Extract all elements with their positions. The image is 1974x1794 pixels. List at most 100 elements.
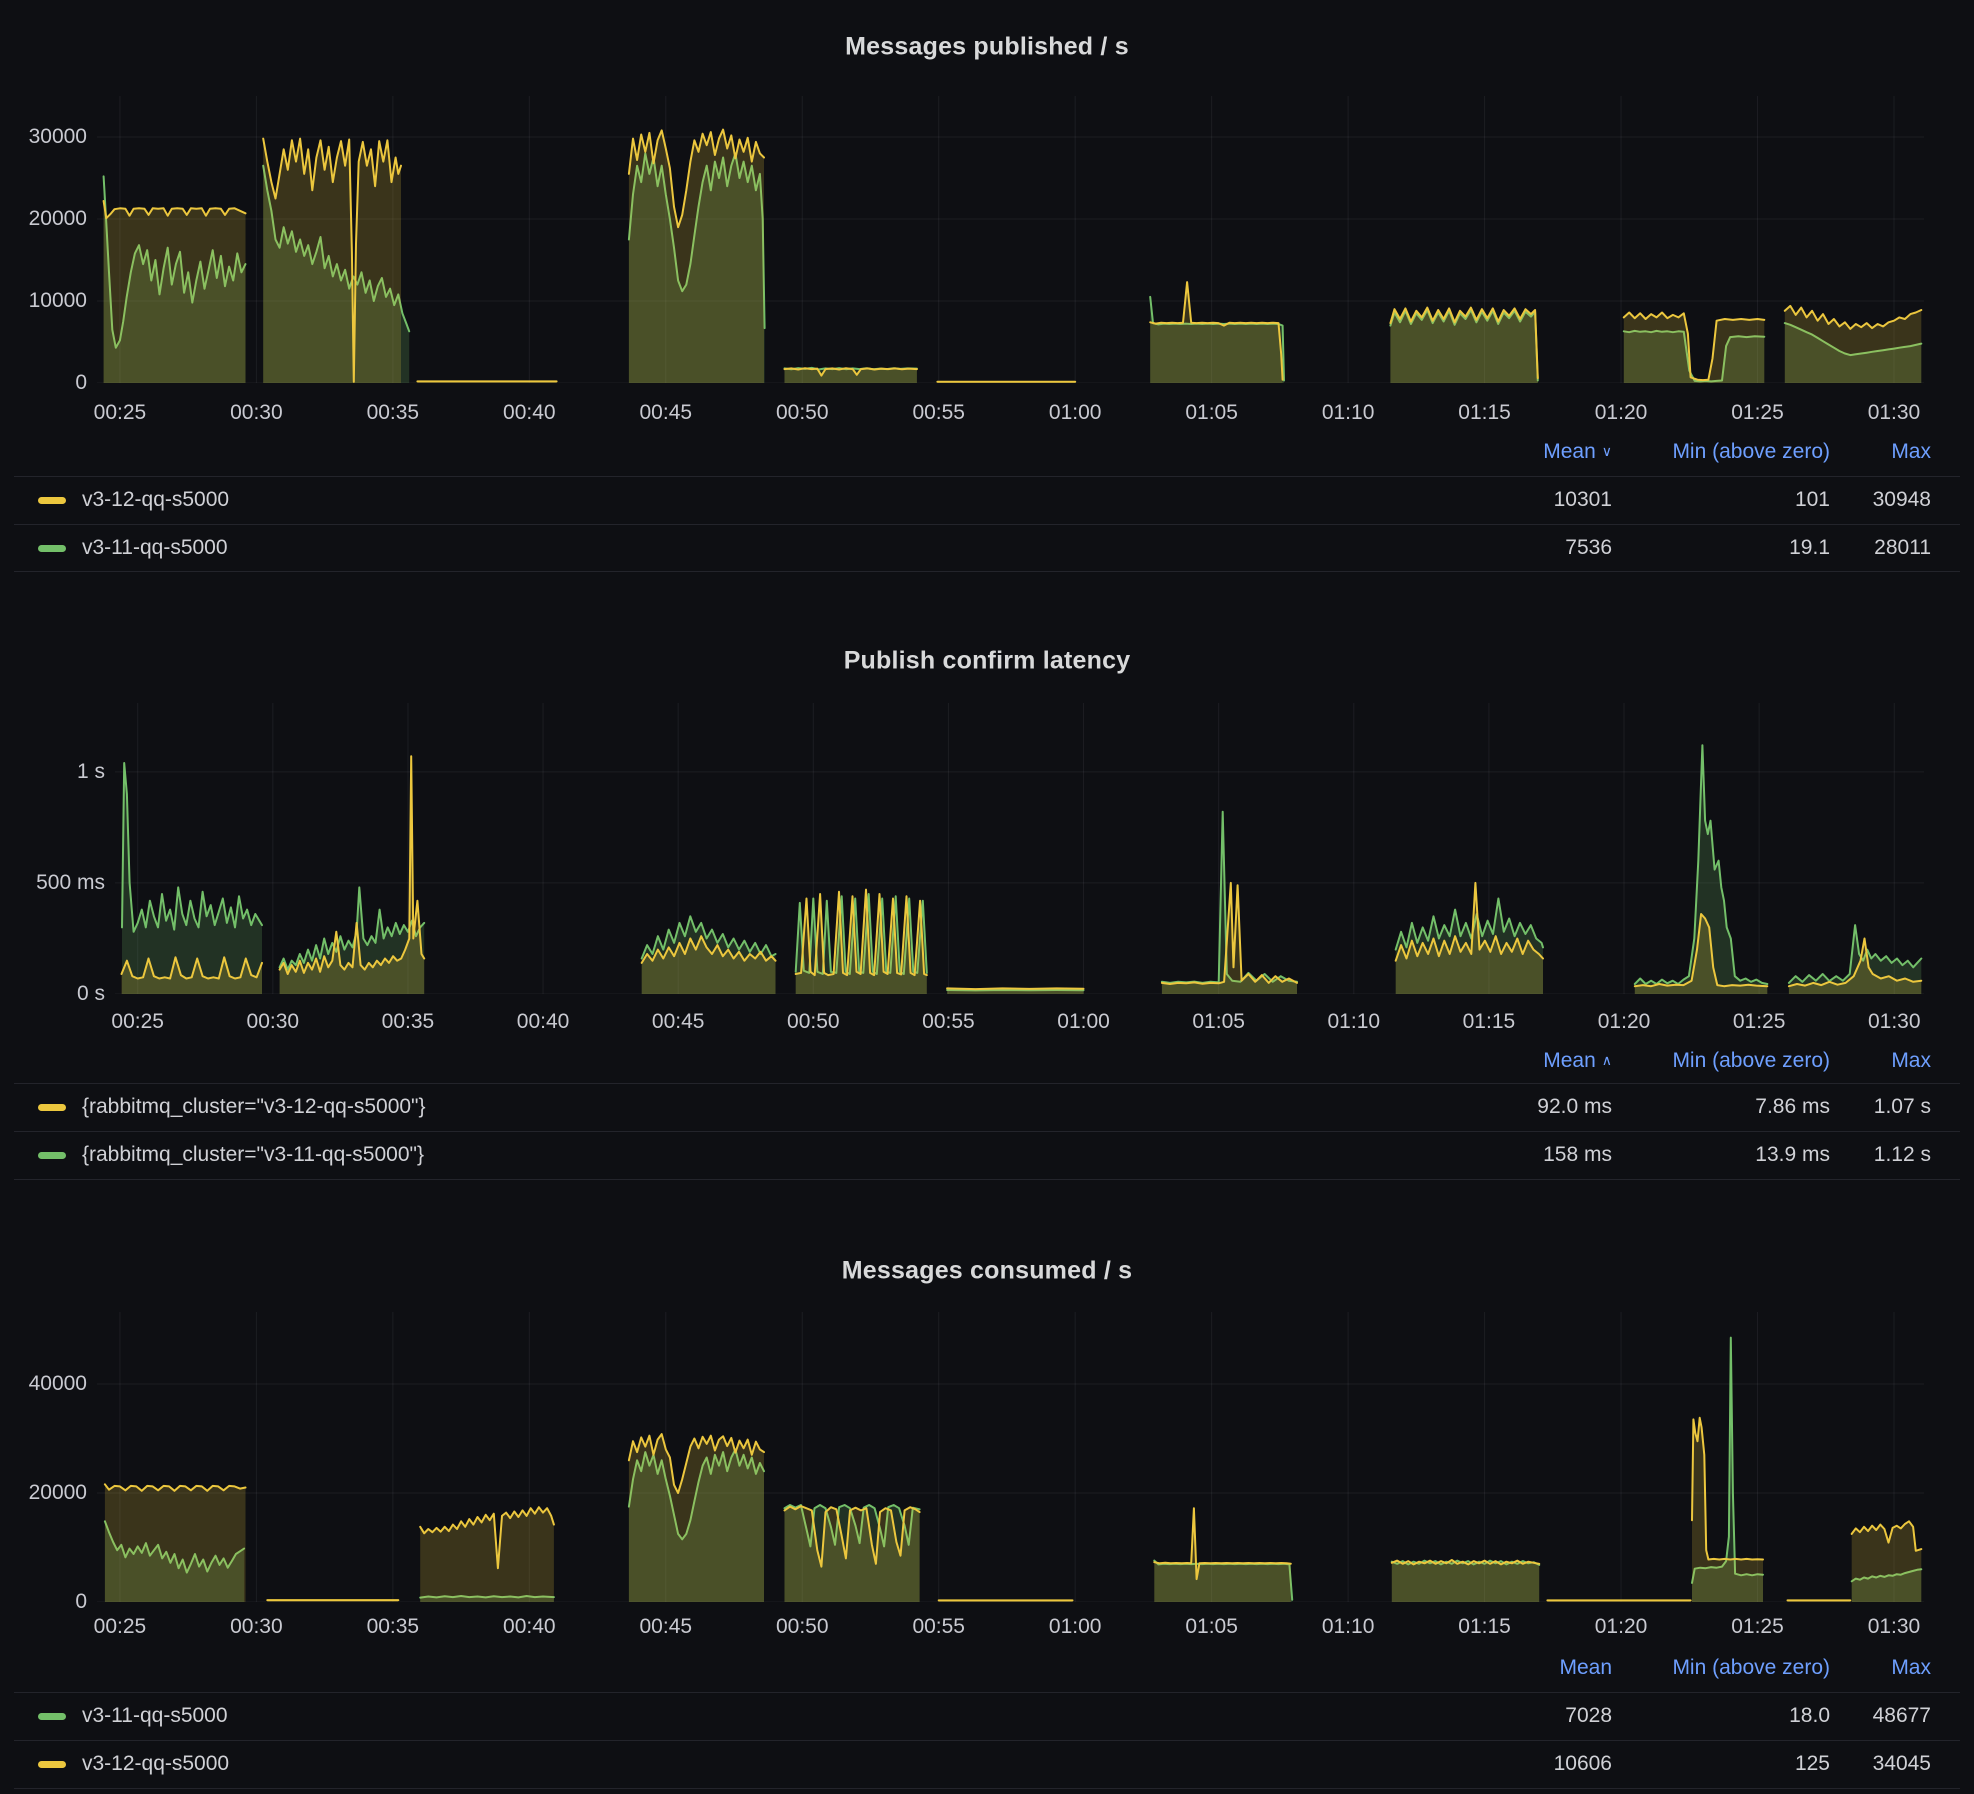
series-line-green: [627, 152, 766, 330]
legend-row: {rabbitmq_cluster="v3-11-qq-s5000"} 158 m…: [0, 1131, 1974, 1179]
legend-separator: [14, 476, 1960, 477]
x-tick-label: 00:55: [922, 1010, 975, 1033]
timeseries-plot[interactable]: [115, 703, 1924, 994]
legend-max-value: 30948: [1872, 488, 1931, 511]
series-line-yellow: [1622, 311, 1766, 382]
series-line-yellow: [627, 1433, 765, 1494]
series-line-green: [1389, 309, 1539, 382]
legend-name-cell: v3-12-qq-s5000: [38, 488, 1442, 512]
series-fill-yellow: [1161, 882, 1297, 994]
series-fill-green: [1390, 310, 1538, 383]
x-tick-label: 00:55: [912, 401, 965, 424]
x-tick-label: 00:30: [230, 401, 283, 424]
legend-series-name[interactable]: {rabbitmq_cluster="v3-11-qq-s5000"}: [82, 1143, 424, 1166]
legend-col-max[interactable]: Max: [1891, 440, 1931, 463]
legend-mean-value: 92.0 ms: [1537, 1095, 1612, 1118]
series-fill-yellow: [263, 138, 401, 383]
x-tick-label: 00:45: [651, 1010, 705, 1033]
x-tick-label: 00:50: [775, 401, 829, 424]
series-line-yellow: [103, 1483, 247, 1492]
legend-color-swatch[interactable]: [38, 1103, 66, 1111]
legend-col-max[interactable]: Max: [1891, 1656, 1931, 1679]
legend-col-mean[interactable]: Mean ∧: [1543, 1049, 1612, 1072]
legend-col-min[interactable]: Min (above zero): [1672, 1656, 1830, 1679]
series-line-yellow: [946, 987, 1085, 991]
legend-col-min[interactable]: Min (above zero): [1672, 1049, 1830, 1072]
timeseries-plot[interactable]: [97, 1312, 1924, 1602]
x-tick-label: 01:30: [1867, 1010, 1921, 1033]
series-fill-yellow: [1634, 914, 1768, 994]
x-tick-label: 00:55: [912, 1615, 965, 1638]
x-tick-label: 01:10: [1321, 1615, 1375, 1638]
legend-color-swatch[interactable]: [38, 1760, 66, 1768]
legend-row: v3-12-qq-s5000 10301 101 30948: [0, 476, 1974, 524]
series-fill-yellow: [1395, 882, 1543, 994]
x-tick-label: 01:05: [1185, 1615, 1238, 1638]
x-tick-label: 01:25: [1731, 401, 1784, 424]
legend-separator: [14, 571, 1960, 572]
legend-col-min[interactable]: Min (above zero): [1672, 440, 1830, 463]
legend-max-value: 48677: [1872, 1704, 1931, 1727]
x-tick-label: 01:05: [1192, 1010, 1245, 1033]
x-tick-label: 01:10: [1327, 1010, 1381, 1033]
x-tick-label: 01:25: [1732, 1010, 1786, 1033]
series-line-yellow: [1149, 281, 1284, 381]
x-tick-label: 01:20: [1594, 401, 1648, 424]
legend-min-value: 19.1: [1789, 536, 1830, 559]
legend-col-mean[interactable]: Mean: [1559, 1656, 1612, 1679]
legend-series-name[interactable]: {rabbitmq_cluster="v3-12-qq-s5000"}: [82, 1095, 426, 1118]
series-fill-yellow: [1623, 312, 1765, 383]
series-line-yellow: [419, 1506, 555, 1570]
series-fill-yellow: [103, 201, 246, 383]
y-tick-label: 40000: [28, 1371, 87, 1395]
legend-col-mean[interactable]: Mean ∨: [1543, 440, 1612, 463]
legend-mean-value: 7028: [1565, 1704, 1612, 1727]
series-line-yellow: [1783, 304, 1923, 330]
panel-title[interactable]: Messages consumed / s: [841, 1256, 1133, 1285]
legend-color-swatch[interactable]: [38, 496, 66, 504]
legend-series-name[interactable]: v3-12-qq-s5000: [82, 488, 230, 511]
legend-col-max[interactable]: Max: [1891, 1049, 1931, 1072]
legend-color-swatch[interactable]: [38, 1151, 66, 1159]
series-fill-green: [103, 176, 246, 383]
legend-min-value: 125: [1794, 1752, 1830, 1775]
legend-min-value: 13.9 ms: [1755, 1143, 1830, 1166]
series-fill-yellow: [1391, 1560, 1540, 1602]
y-tick-label: 0: [75, 1590, 87, 1613]
x-tick-label: 00:25: [111, 1010, 164, 1033]
legend-color-swatch[interactable]: [38, 1712, 66, 1720]
series-fill-yellow: [1784, 305, 1922, 383]
series-fill-yellow: [1390, 307, 1538, 383]
legend-mean-value: 10606: [1553, 1752, 1612, 1775]
series-fill-green: [1784, 323, 1922, 383]
series-fill-green: [641, 916, 776, 994]
legend-mean-value: 158 ms: [1543, 1143, 1612, 1166]
series-line-yellow: [278, 755, 426, 975]
legend-name-cell: {rabbitmq_cluster="v3-12-qq-s5000"}: [38, 1095, 1442, 1119]
x-tick-label: 01:25: [1731, 1615, 1784, 1638]
series-fill-green: [628, 153, 765, 383]
series-line-green: [1783, 322, 1923, 357]
x-tick-label: 01:15: [1458, 1615, 1511, 1638]
legend-header: Mean Min (above zero) Max: [0, 1644, 1974, 1692]
legend-name-cell: v3-11-qq-s5000: [38, 536, 1442, 560]
legend-series-name[interactable]: v3-12-qq-s5000: [82, 1752, 230, 1775]
legend-series-name[interactable]: v3-11-qq-s5000: [82, 536, 228, 559]
legend-row: v3-11-qq-s5000 7028 18.0 48677: [0, 1692, 1974, 1740]
legend-row: v3-11-qq-s5000 7536 19.1 28011: [0, 524, 1974, 572]
x-tick-label: 00:40: [503, 401, 556, 424]
panel-title[interactable]: Publish confirm latency: [843, 646, 1131, 675]
panel-title[interactable]: Messages published / s: [845, 32, 1129, 61]
legend-series-name[interactable]: v3-11-qq-s5000: [82, 1704, 228, 1727]
legend-color-swatch[interactable]: [38, 544, 66, 552]
legend-header: Mean ∧ Min (above zero) Max: [0, 1037, 1974, 1085]
y-tick-label: 20000: [28, 1480, 87, 1504]
timeseries-plot[interactable]: [97, 96, 1924, 383]
series-line-green: [419, 1595, 555, 1599]
series-line-green: [627, 1448, 765, 1541]
series-fill-green: [122, 763, 262, 994]
series-line-green: [103, 1520, 246, 1574]
legend-row: v3-12-qq-s5000 10606 125 34045: [0, 1740, 1974, 1788]
